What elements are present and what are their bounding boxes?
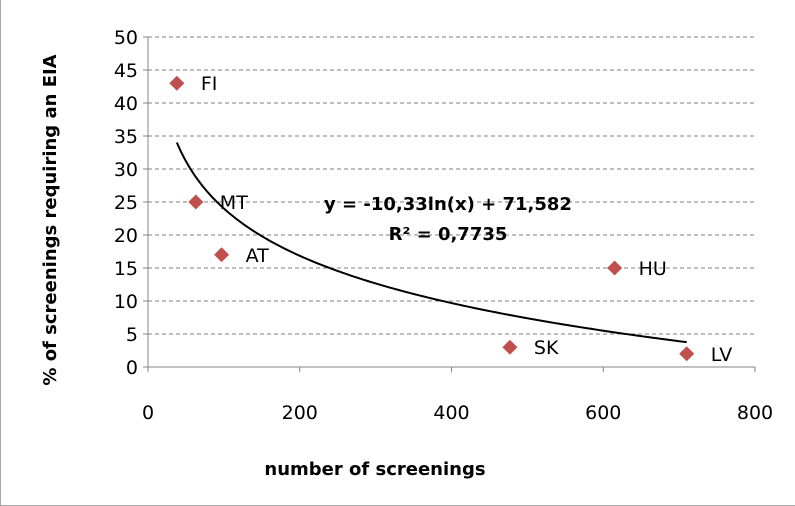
y-tick-label: 15 [114, 258, 138, 280]
y-tick-label: 10 [114, 291, 138, 313]
data-point-fi [169, 75, 185, 91]
x-tick-label: 600 [585, 402, 621, 424]
x-axis-label: number of screenings [264, 459, 485, 480]
trendline-equation: y = -10,33ln(x) + 71,582 [324, 194, 572, 215]
y-tick-label: 0 [126, 357, 138, 379]
y-tick-label: 50 [114, 27, 138, 49]
point-label-at: AT [246, 245, 270, 267]
y-tick-label: 30 [114, 159, 138, 181]
y-tick-label: 5 [126, 324, 138, 346]
point-label-lv: LV [711, 344, 733, 366]
point-label-hu: HU [639, 258, 667, 280]
y-tick-label: 45 [114, 60, 138, 82]
data-point-sk [502, 339, 518, 355]
point-label-sk: SK [534, 337, 559, 359]
y-tick-label: 25 [114, 192, 138, 214]
x-tick-label: 800 [737, 402, 773, 424]
x-tick-label: 400 [433, 402, 469, 424]
point-label-fi: FI [201, 73, 218, 95]
x-tick-labels: 0 200 400 600 800 [142, 402, 773, 424]
point-label-mt: MT [220, 192, 248, 214]
data-point-mt [188, 194, 204, 210]
point-labels: FI MT AT SK HU LV [201, 73, 732, 366]
y-axis-label: % of screenings requiring an EIA [40, 54, 61, 385]
y-tick-label: 20 [114, 225, 138, 247]
trendline [175, 142, 687, 344]
x-tick-label: 200 [282, 402, 318, 424]
axes [143, 36, 756, 372]
gridlines [148, 36, 755, 335]
data-point-at [214, 247, 230, 263]
x-tick-label: 0 [142, 402, 154, 424]
y-tick-label: 40 [114, 93, 138, 115]
y-tick-labels: 0 5 10 15 20 25 30 35 40 45 50 [114, 27, 138, 379]
data-point-lv [679, 346, 695, 362]
trendline-r-squared: R² = 0,7735 [389, 224, 508, 245]
data-point-hu [607, 260, 623, 276]
y-tick-label: 35 [114, 126, 138, 148]
data-points [169, 75, 695, 362]
